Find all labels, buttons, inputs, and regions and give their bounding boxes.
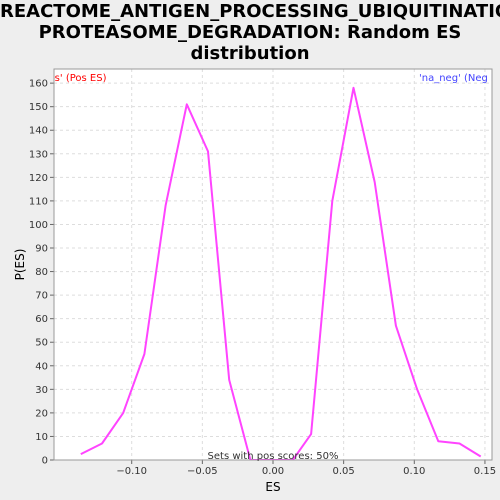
- x-tick-label: 0.00: [262, 466, 284, 477]
- y-tick-label: 60: [35, 314, 48, 325]
- axis-ticks: 0 10 20 30 40 50 60 70 80 90 100 110 120 130 140 150 160…: [29, 79, 496, 477]
- title-line-3: distribution: [190, 43, 310, 64]
- y-tick-label: 0: [42, 456, 48, 467]
- y-tick-label: 130: [29, 149, 48, 160]
- es-series-line: [80, 86, 482, 460]
- y-tick-label: 10: [35, 432, 48, 443]
- x-tick-label: −0.10: [116, 466, 147, 477]
- y-tick-label: 160: [29, 79, 48, 90]
- y-tick-label: 110: [29, 196, 48, 207]
- title-line-2: PROTEASOME_DEGRADATION: Random ES: [38, 22, 462, 43]
- legend-pos-es: 'na_pos' (Pos ES): [22, 73, 107, 84]
- x-tick-label: 0.05: [333, 466, 355, 477]
- y-axis-label: P(ES): [13, 249, 27, 281]
- y-tick-label: 100: [29, 220, 48, 231]
- x-tick-label: 0.15: [474, 466, 496, 477]
- y-tick-label: 30: [35, 385, 48, 396]
- x-tick-label: −0.05: [187, 466, 218, 477]
- legend-neg-es: 'na_neg' (Neg ES): [419, 73, 500, 84]
- y-tick-label: 50: [35, 338, 48, 349]
- x-axis-label: ES: [265, 480, 280, 494]
- y-tick-label: 20: [35, 408, 48, 419]
- y-tick-label: 80: [35, 267, 48, 278]
- x-tick-label: 0.10: [403, 466, 425, 477]
- plot-frame: [53, 68, 493, 461]
- y-tick-label: 90: [35, 244, 48, 255]
- y-tick-label: 120: [29, 173, 48, 184]
- y-tick-label: 140: [29, 126, 48, 137]
- chart-title: REACTOME_ANTIGEN_PROCESSING_UBIQUITINATI…: [0, 1, 500, 64]
- y-tick-label: 70: [35, 291, 48, 302]
- pos-scores-annotation: Sets with pos scores: 50%: [208, 451, 339, 462]
- y-tick-label: 40: [35, 361, 48, 372]
- grid-lines: [54, 69, 492, 461]
- y-tick-label: 150: [29, 102, 48, 113]
- title-line-1: REACTOME_ANTIGEN_PROCESSING_UBIQUITINATI…: [0, 1, 500, 22]
